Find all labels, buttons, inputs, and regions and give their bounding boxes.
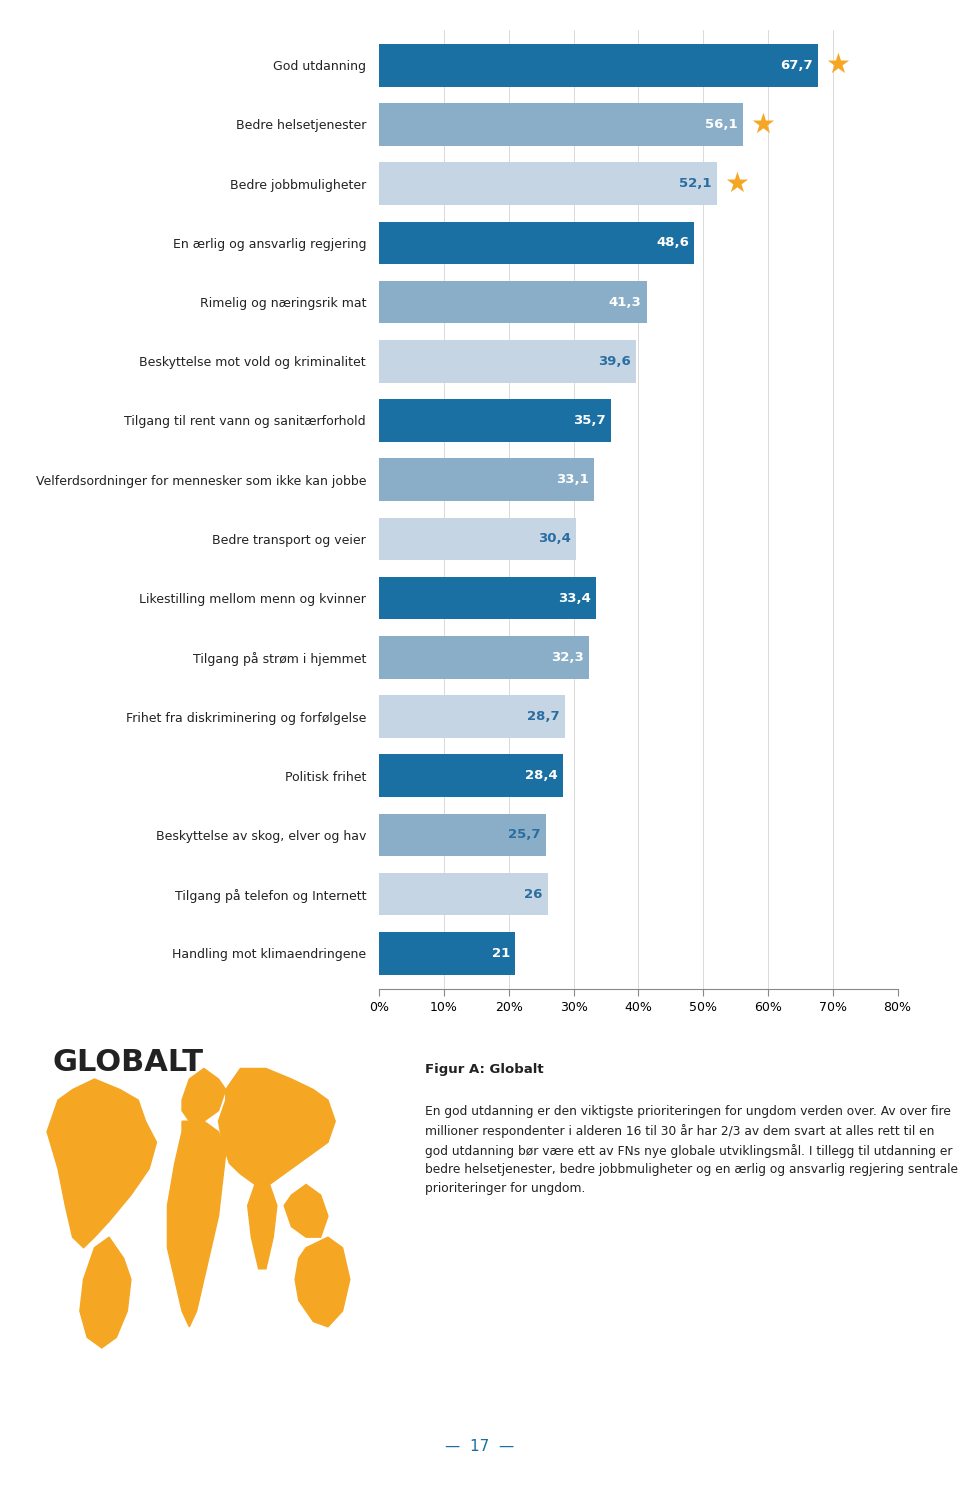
Bar [379, 45, 818, 86]
Text: —  17  —: — 17 — [445, 1439, 515, 1454]
Bar [379, 873, 547, 916]
Bar [379, 162, 717, 205]
Text: GLOBALT: GLOBALT [53, 1048, 204, 1078]
Text: 26: 26 [524, 888, 542, 901]
Polygon shape [248, 1185, 276, 1268]
Text: En god utdanning er den viktigste prioriteringen for ungdom verden over. Av over: En god utdanning er den viktigste priori… [424, 1105, 957, 1196]
Text: 52,1: 52,1 [679, 177, 711, 190]
Text: 35,7: 35,7 [573, 413, 606, 427]
Text: Figur A: Globalt: Figur A: Globalt [424, 1063, 543, 1077]
Bar [379, 341, 636, 382]
Polygon shape [47, 1080, 156, 1248]
Text: 48,6: 48,6 [656, 236, 689, 250]
Text: 28,7: 28,7 [527, 709, 560, 723]
Bar [379, 222, 694, 265]
Text: 30,4: 30,4 [539, 532, 571, 546]
Bar [379, 577, 595, 620]
Text: 39,6: 39,6 [598, 355, 631, 367]
Bar [379, 399, 611, 442]
Polygon shape [167, 1121, 226, 1326]
Text: 56,1: 56,1 [705, 117, 737, 131]
Text: ★: ★ [725, 170, 750, 198]
Text: 33,4: 33,4 [558, 592, 590, 605]
Bar [379, 458, 593, 501]
Text: 33,1: 33,1 [556, 473, 588, 486]
Bar [379, 813, 545, 857]
Bar [379, 103, 743, 146]
Polygon shape [219, 1069, 335, 1185]
Bar [379, 696, 565, 738]
Text: 28,4: 28,4 [525, 769, 558, 782]
Polygon shape [284, 1185, 328, 1237]
Text: 25,7: 25,7 [508, 828, 540, 842]
Text: 41,3: 41,3 [609, 296, 641, 309]
Bar [379, 517, 576, 561]
Polygon shape [80, 1237, 131, 1347]
Polygon shape [182, 1069, 226, 1121]
Bar [379, 932, 516, 974]
Text: ★: ★ [751, 110, 776, 138]
Text: ★: ★ [826, 51, 851, 79]
Text: 32,3: 32,3 [551, 651, 584, 663]
Text: 21: 21 [492, 947, 510, 959]
Polygon shape [295, 1237, 349, 1326]
Bar [379, 281, 647, 323]
Bar [379, 636, 588, 678]
Text: 67,7: 67,7 [780, 59, 813, 71]
Bar [379, 754, 564, 797]
